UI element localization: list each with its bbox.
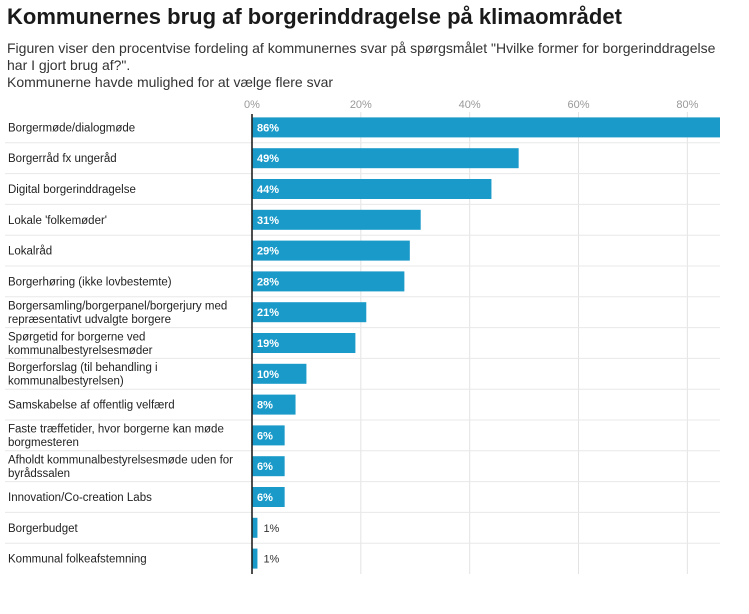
category-label: kommunalbestyrelsen) [8,376,124,388]
category-label: byrådssalen [8,468,70,480]
category-label: borgmesteren [8,437,79,449]
bar [252,487,285,507]
category-label: Lokalråd [8,246,52,258]
data-label: 19% [257,338,279,350]
x-tick-label: 40% [459,99,481,111]
bar [252,240,410,261]
category-label: Innovation/Co-creation Labs [8,492,152,504]
x-tick-label: 80% [676,99,698,111]
data-label: 29% [257,246,279,258]
bar [252,148,519,169]
x-tick-label: 0% [244,99,260,111]
bar [252,179,492,199]
bar [252,209,421,230]
category-label: Samskabelse af offentlig velfærd [8,400,175,412]
data-label: 6% [257,492,273,504]
bar [252,117,720,138]
data-label: 1% [263,554,279,566]
bar [252,456,285,477]
category-label: Digital borgerinddragelse [8,184,136,196]
bar [252,517,258,538]
bar [252,394,296,415]
data-label: 8% [257,400,273,412]
category-label: Kommunal folkeafstemning [8,554,147,566]
data-label: 28% [257,276,279,288]
category-label: Borgerforslag (til behandling i [8,362,158,374]
category-label: repræsentativt udvalgte borgere [8,314,171,326]
bar [252,302,367,323]
subtitle-line: har I gjort brug af?". [7,57,131,73]
category-label: Faste træffetider, hvor borgerne kan mød… [8,424,224,436]
data-label: 6% [257,461,273,473]
category-label: Lokale 'folkemøder' [8,215,107,227]
bar [252,548,258,569]
x-tick-label: 20% [350,99,372,111]
data-label: 1% [263,523,279,535]
category-label: kommunalbestyrelsesmøder [8,345,153,357]
chart-title: Kommunernes brug af borgerinddragelse på… [7,4,622,29]
data-label: 6% [257,430,273,442]
data-label: 10% [257,369,279,381]
data-label: 86% [257,122,279,134]
data-label: 31% [257,215,279,227]
category-label: Borgerbudget [8,523,78,535]
data-label: 44% [257,184,279,196]
bar [252,363,307,384]
category-label: Borgerhøring (ikke lovbestemte) [8,276,172,288]
bar [252,333,356,353]
category-label: Spørgetid for borgerne ved [8,331,145,343]
bar [252,271,405,292]
data-label: 21% [257,307,279,319]
category-label: Borgersamling/borgerpanel/borgerjury med [8,300,227,312]
category-label: Borgerråd fx ungeråd [8,153,117,165]
data-label: 49% [257,153,279,165]
chart-subtitle: Figuren viser den procentvise fordeling … [7,40,737,91]
x-tick-label: 60% [567,99,589,111]
subtitle-line: Figuren viser den procentvise fordeling … [7,40,716,56]
bar [252,425,285,446]
category-label: Borgermøde/dialogmøde [8,122,135,134]
category-label: Afholdt kommunalbestyrelsesmøde uden for [8,454,233,466]
subtitle-line: Kommunerne havde mulighed for at vælge f… [7,74,334,90]
